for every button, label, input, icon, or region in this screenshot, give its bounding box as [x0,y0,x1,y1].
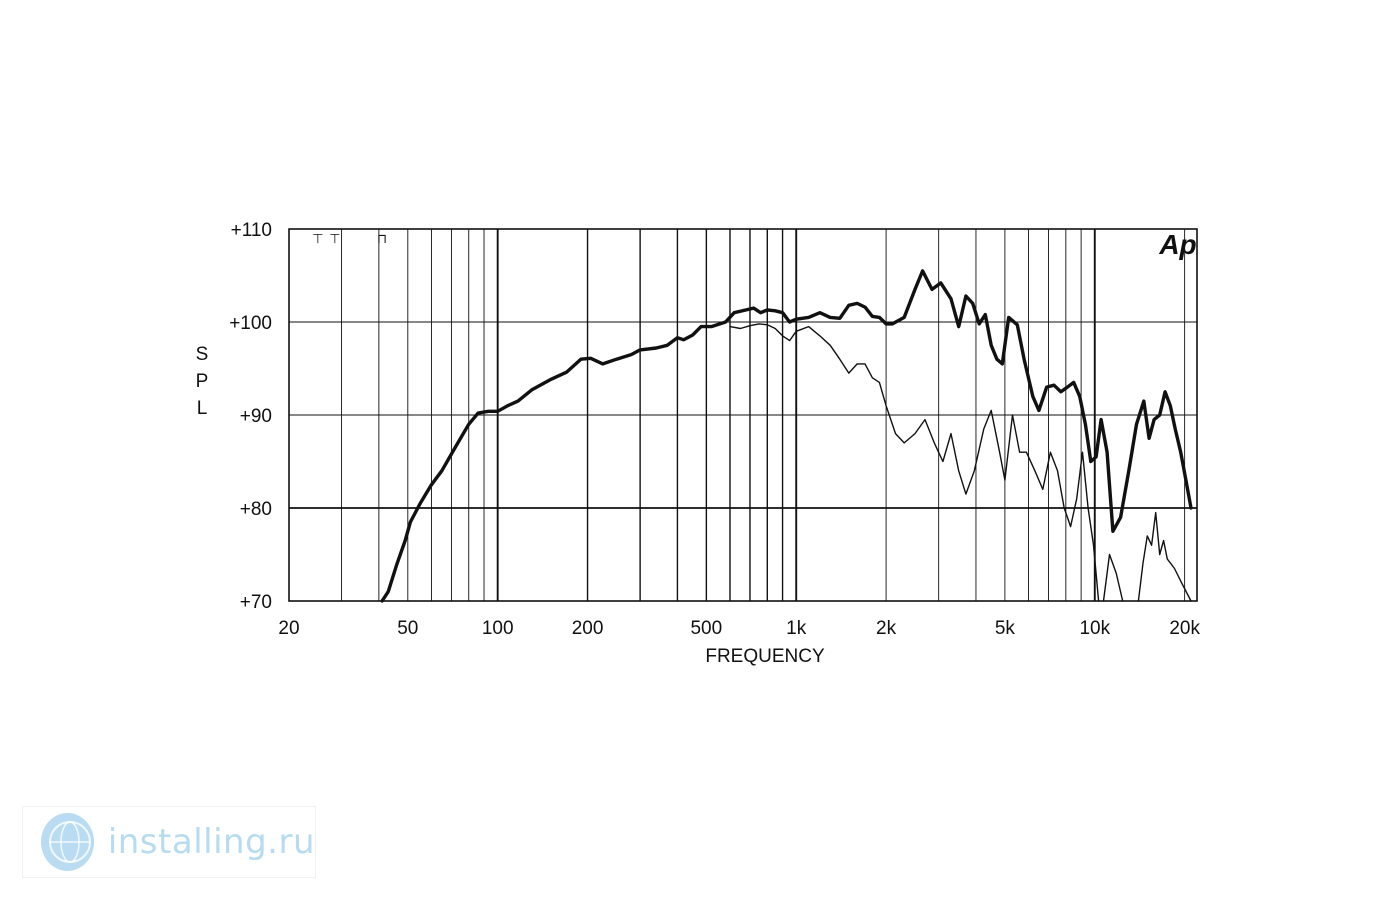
y-tick-label: +80 [240,499,272,520]
x-tick-label: 100 [482,618,514,639]
watermark: installing.ru [22,806,316,878]
y-axis-title-letter: S [196,344,209,365]
y-tick-label: +70 [240,592,272,613]
plot-frame [288,228,1198,602]
series-line-thin-2 [1102,553,1124,602]
series-line-thin-1 [729,323,1100,602]
grid [288,228,1197,602]
y-axis-title-letter: P [196,371,209,392]
x-tick-label: 50 [397,618,418,639]
upper-markers: ⊤ ⊤ ⊓ [312,232,387,247]
series-line-thick [380,269,1193,603]
upper-marker: ⊤ [312,232,323,247]
globe-icon [41,813,94,871]
x-tick-label: 1k [786,618,807,639]
upper-marker: ⊓ [377,232,387,247]
y-tick-labels: +70 +80 +90 +100 +110 [229,220,272,613]
x-tick-label: 20k [1169,618,1200,639]
x-tick-label: 20 [278,618,299,639]
x-tick-label: 500 [690,618,722,639]
x-tick-label: 2k [876,618,897,639]
plot-border [288,228,1198,602]
series-line-thin-3 [1137,511,1192,602]
upper-marker: ⊤ [329,232,340,247]
y-tick-label: +100 [229,313,272,334]
y-tick-label: +90 [240,406,272,427]
x-tick-label: 10k [1079,618,1110,639]
y-tick-label: +110 [231,220,272,241]
watermark-text: installing.ru [107,822,315,862]
ap-logo: Ap [1158,229,1196,260]
y-axis-title-letter: L [197,398,208,419]
series-group [380,269,1193,603]
x-tick-label: 5k [995,618,1016,639]
x-axis-title: FREQUENCY [705,646,825,667]
x-tick-labels: 20 50 100 200 500 1k 2k 5k 10k 20k [278,618,1200,639]
x-tick-label: 200 [572,618,604,639]
